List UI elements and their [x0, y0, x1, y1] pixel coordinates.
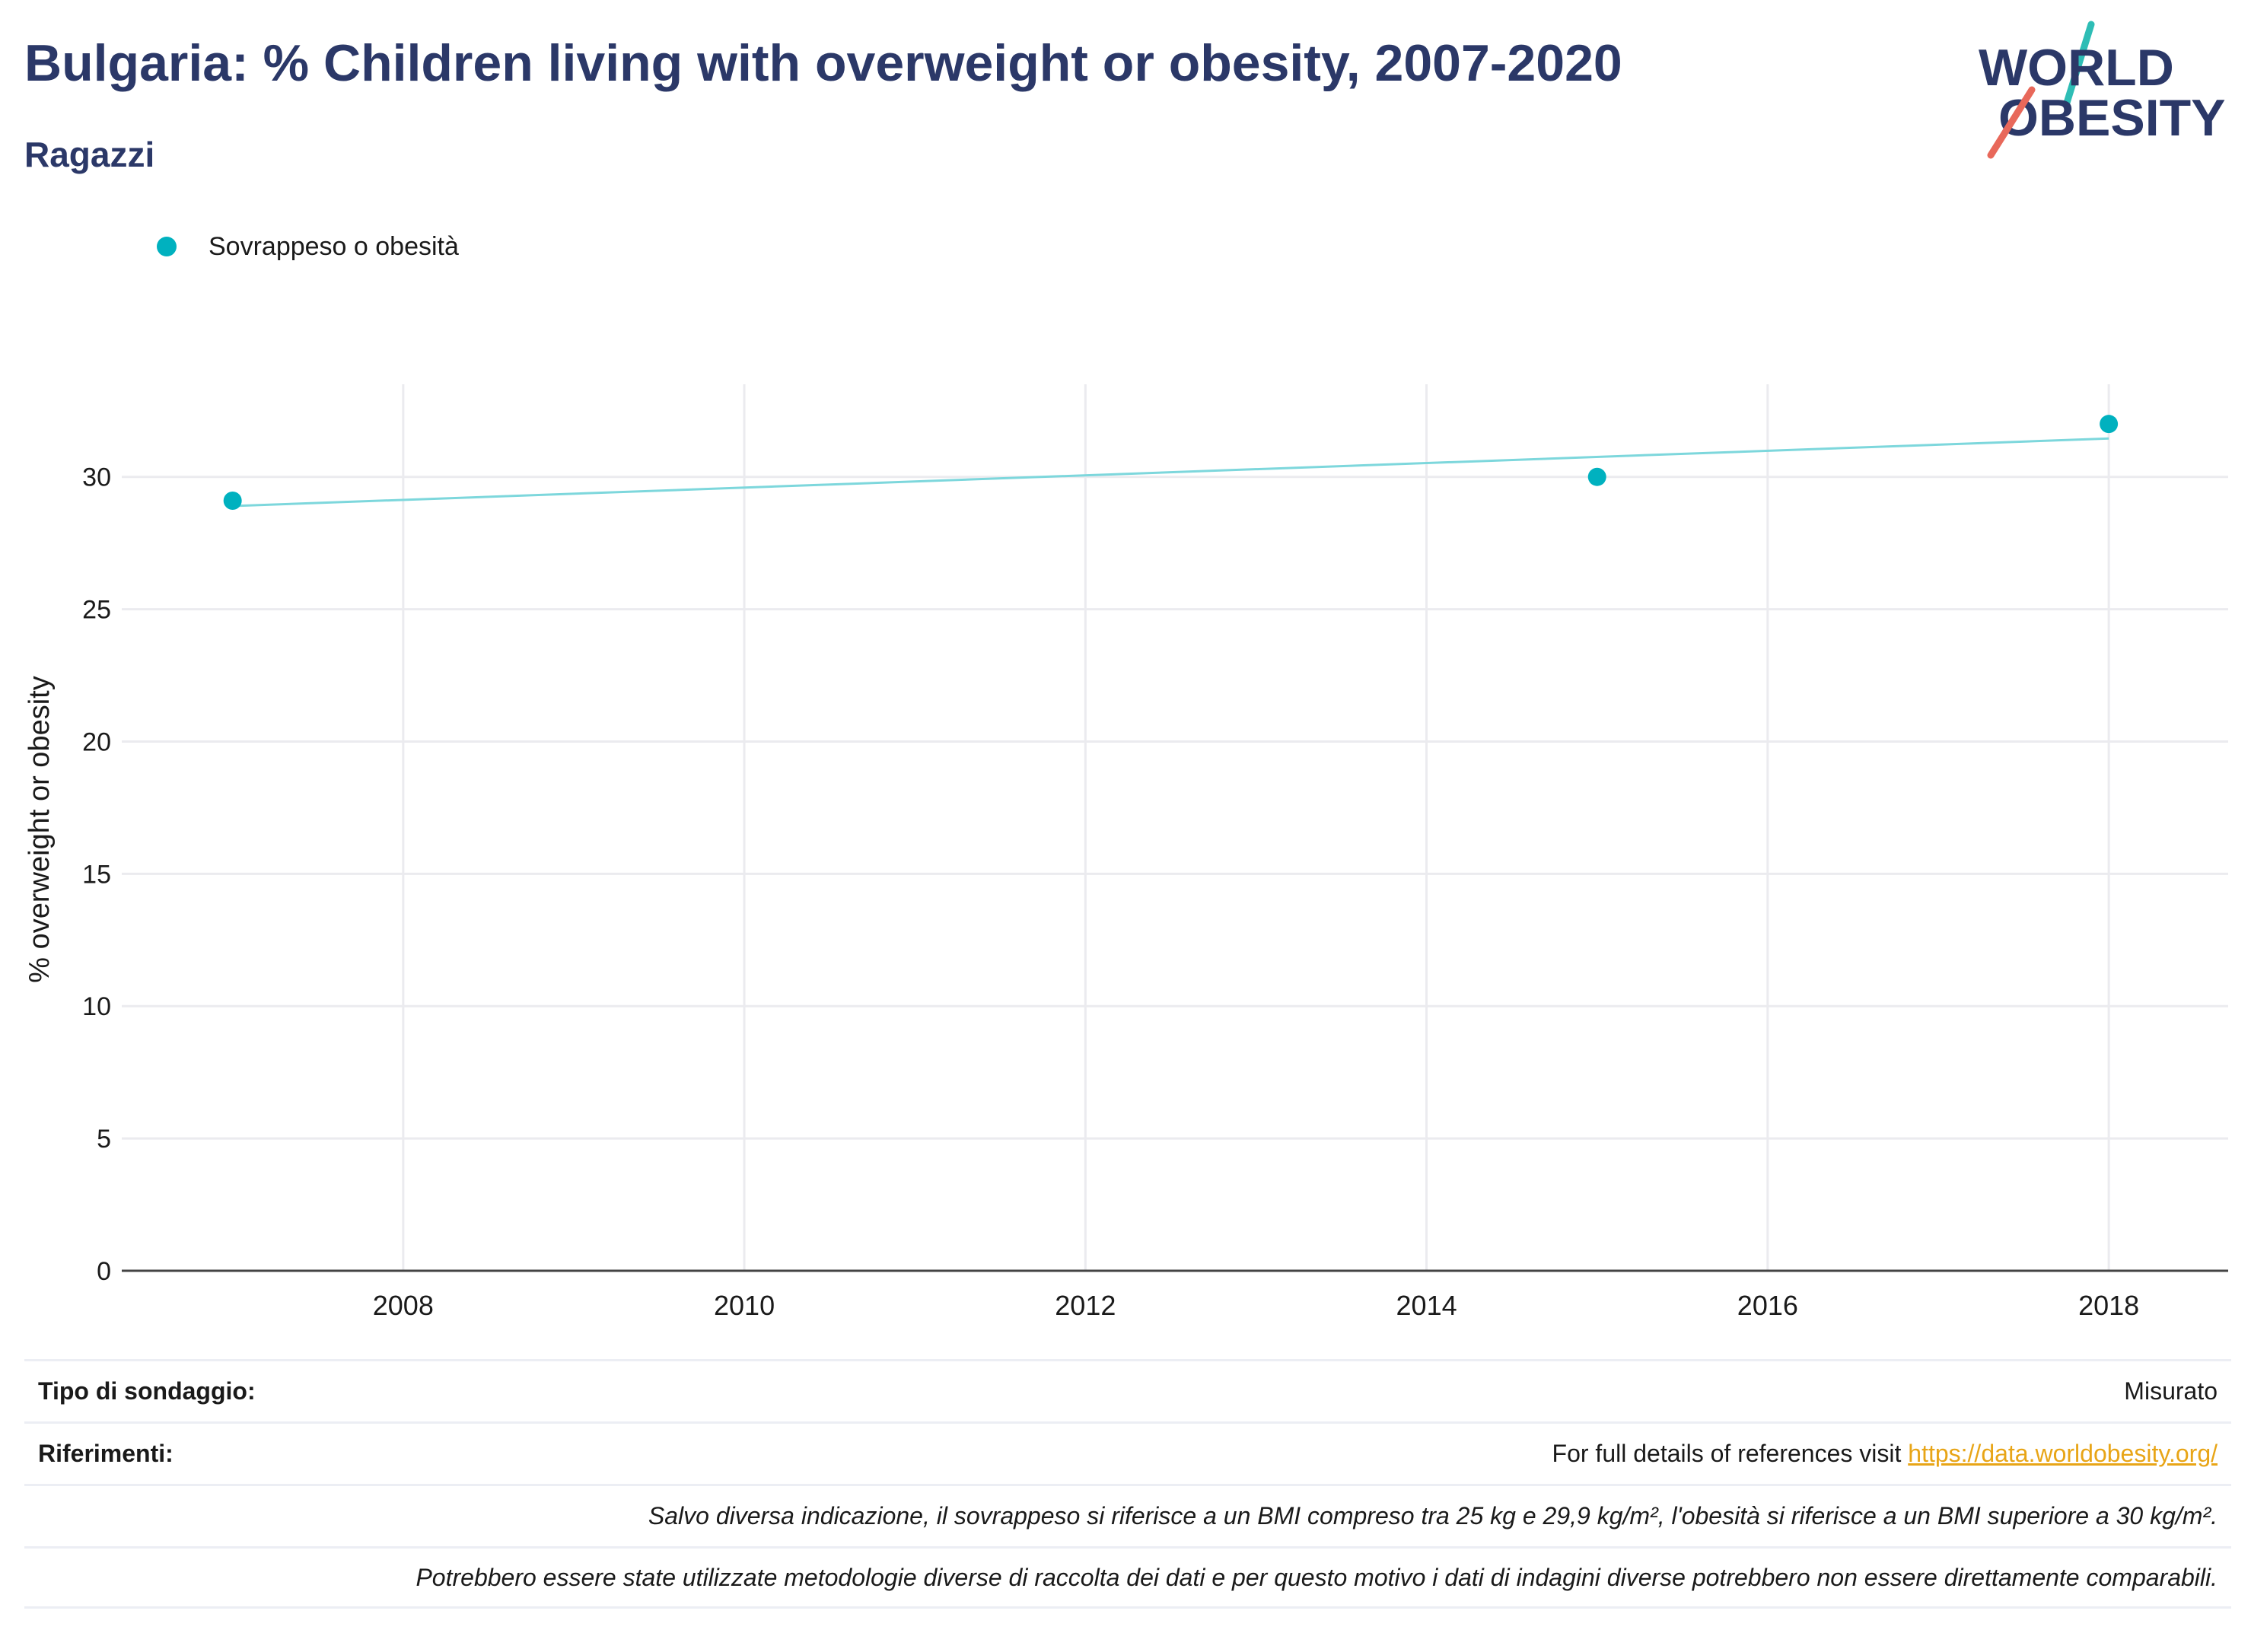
- y-axis-label: % overweight or obesity: [24, 676, 56, 982]
- references-row: Riferimenti: For full details of referen…: [24, 1421, 2231, 1484]
- survey-type-label: Tipo di sondaggio:: [38, 1377, 256, 1405]
- references-value: For full details of references visit htt…: [1552, 1440, 2218, 1468]
- logo-word-1: WORLD: [1979, 39, 2174, 97]
- chart-subtitle: Ragazzi: [24, 135, 155, 174]
- survey-type-value: Misurato: [2124, 1377, 2218, 1405]
- chart-title: Bulgaria: % Children living with overwei…: [24, 34, 1622, 92]
- world-obesity-logo: WORLD OBESITY: [1979, 21, 2226, 159]
- y-tick-label: 15: [82, 860, 111, 889]
- methodology-note: Potrebbero essere state utilizzate metod…: [415, 1563, 2218, 1591]
- references-link[interactable]: https://data.worldobesity.org/: [1908, 1440, 2218, 1467]
- y-tick-label: 20: [82, 727, 111, 756]
- x-tick-label: 2014: [1396, 1290, 1457, 1321]
- data-point: [223, 492, 242, 511]
- note-row-2: Potrebbero essere state utilizzate metod…: [24, 1546, 2231, 1609]
- y-tick-label: 30: [82, 463, 111, 492]
- y-tick-label: 5: [97, 1125, 111, 1154]
- references-label: Riferimenti:: [38, 1440, 174, 1467]
- y-tick-label: 25: [82, 596, 111, 625]
- legend[interactable]: Sovrappeso o obesità: [157, 227, 459, 266]
- legend-marker: [157, 237, 177, 256]
- legend-label: Sovrappeso o obesità: [209, 231, 459, 261]
- x-tick-label: 2018: [2078, 1290, 2139, 1321]
- references-text: For full details of references visit: [1552, 1440, 1909, 1467]
- x-tick-label: 2010: [714, 1290, 775, 1321]
- y-tick-label: 0: [97, 1257, 111, 1286]
- x-tick-label: 2016: [1737, 1290, 1798, 1321]
- survey-type-row: Tipo di sondaggio: Misurato: [24, 1359, 2231, 1421]
- trend-line: [232, 437, 2109, 508]
- x-tick-label: 2008: [373, 1290, 434, 1321]
- x-tick-label: 2012: [1055, 1290, 1116, 1321]
- bmi-note: Salvo diversa indicazione, il sovrappeso…: [648, 1502, 2218, 1529]
- footer-table: Tipo di sondaggio: Misurato Riferimenti:…: [24, 1359, 2231, 1609]
- logo-word-2: OBESITY: [1998, 89, 2226, 147]
- data-point: [2100, 415, 2119, 434]
- chart: 0 5 10 15 20 25 30 2008 2010 2012 2014 2016 2018 % …: [24, 384, 2228, 1321]
- data-point: [1587, 467, 1606, 486]
- note-row-1: Salvo diversa indicazione, il sovrappeso…: [24, 1484, 2231, 1546]
- y-tick-label: 10: [82, 992, 111, 1021]
